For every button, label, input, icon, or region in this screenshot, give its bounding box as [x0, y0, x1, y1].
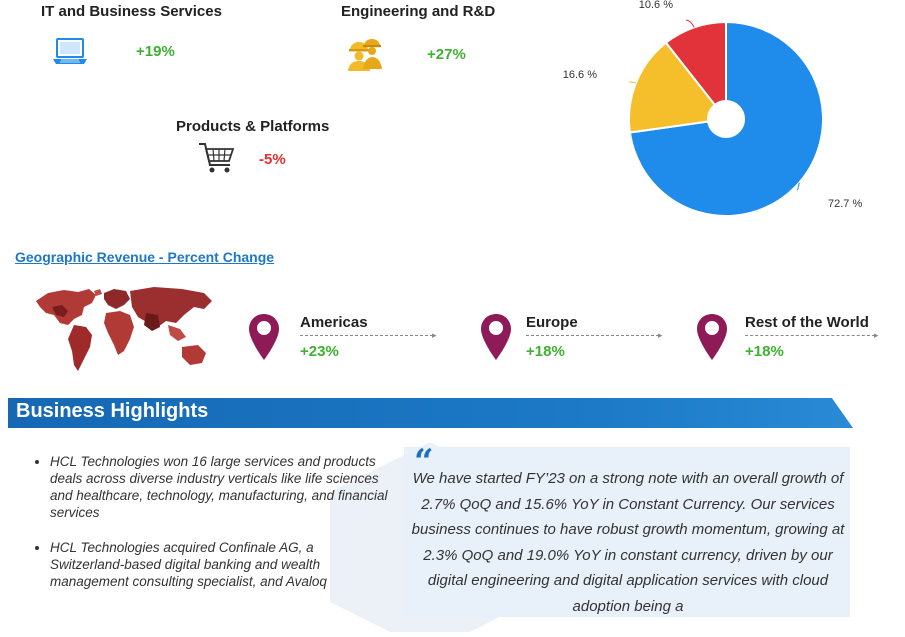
- highlight-item: HCL Technologies won 16 large services a…: [50, 453, 390, 521]
- segment-title-engineering: Engineering and R&D: [341, 3, 496, 20]
- quote-box: [404, 447, 850, 617]
- arrow-right-icon: ▸: [658, 330, 663, 340]
- engineers-icon: [346, 36, 386, 77]
- region-change-americas: +23%: [300, 343, 339, 360]
- americas-pin-icon: [247, 312, 281, 367]
- region-divider-americas: [300, 335, 433, 336]
- region-divider-rest-of-world: [745, 335, 875, 336]
- region-name-americas: Americas: [300, 314, 368, 331]
- arrow-right-icon: ▸: [874, 330, 879, 340]
- arrow-right-icon: ▸: [432, 330, 437, 340]
- ceo-quote: We have started FY’23 on a strong note w…: [411, 470, 845, 615]
- region-name-europe: Europe: [526, 314, 578, 331]
- pie-slice: [628, 41, 717, 134]
- pie-leader-line: [796, 182, 800, 191]
- pie-slice-label: 72.7 %: [828, 198, 862, 210]
- highlights-title: Business Highlights: [16, 400, 209, 422]
- laptop-icon: [52, 37, 88, 72]
- highlights-banner: [8, 398, 853, 428]
- pie-slice-label: 10.6 %: [639, 0, 673, 11]
- highlight-item: HCL Technologies acquired Confinale AG, …: [50, 539, 390, 590]
- highlights-list: HCL Technologies won 16 large services a…: [32, 453, 390, 608]
- region-name-rest-of-world: Rest of the World: [745, 314, 869, 331]
- segment-title-products: Products & Platforms: [176, 118, 330, 135]
- pie-slice: [628, 20, 824, 217]
- geo-section-title[interactable]: Geographic Revenue - Percent Change: [15, 249, 275, 265]
- segment-change-engineering: +27%: [427, 46, 466, 63]
- world-map-icon: [34, 285, 216, 380]
- pie-leader-line: [628, 81, 637, 84]
- pie-slice-label: 16.6 %: [563, 69, 597, 81]
- revenue-donut-chart: 72.7 % 16.6 % 10.6 %: [563, 0, 862, 217]
- shopping-cart-icon: [197, 141, 237, 182]
- pie-leader-line: [685, 19, 695, 28]
- region-change-rest-of-world: +18%: [745, 343, 784, 360]
- segment-change-products: -5%: [259, 151, 286, 168]
- region-divider-europe: [526, 335, 659, 336]
- quote-mark: “: [414, 442, 434, 482]
- region-change-europe: +18%: [526, 343, 565, 360]
- pie-slice: [664, 20, 727, 107]
- segment-title-it-business: IT and Business Services: [41, 3, 222, 20]
- segment-change-it-business: +19%: [136, 43, 175, 60]
- europe-pin-icon: [479, 312, 513, 367]
- rest-of-world-pin-icon: [695, 312, 729, 367]
